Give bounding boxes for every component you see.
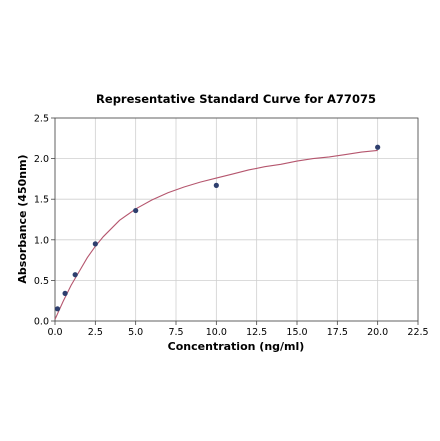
data-point bbox=[375, 144, 381, 150]
data-point bbox=[133, 207, 139, 214]
x-tick-label: 7.5 bbox=[168, 327, 183, 338]
plot-frame bbox=[54, 117, 419, 322]
y-axis-label: Absorbance (450nm) bbox=[16, 154, 29, 283]
data-points bbox=[54, 144, 381, 312]
y-axis-ticks: 0.0 0.5 1.0 1.5 2.0 2.5 bbox=[34, 114, 55, 328]
y-tick-label: 0.0 bbox=[34, 317, 49, 328]
data-point bbox=[213, 182, 219, 188]
y-tick-label: 2.5 bbox=[34, 114, 49, 125]
grid-lines bbox=[54, 117, 419, 322]
y-tick-label: 2.0 bbox=[34, 154, 49, 165]
y-tick-label: 1.0 bbox=[34, 235, 49, 246]
x-tick-label: 22.5 bbox=[407, 327, 428, 338]
x-tick-label: 12.5 bbox=[246, 327, 267, 338]
x-axis-label: Concentration (ng/ml) bbox=[168, 340, 305, 353]
fit-curve bbox=[54, 149, 378, 320]
x-tick-label: 17.5 bbox=[327, 327, 348, 338]
x-tick-label: 10.0 bbox=[206, 327, 227, 338]
x-tick-label: 0.0 bbox=[47, 327, 62, 338]
x-tick-label: 15.0 bbox=[286, 327, 307, 338]
y-tick-label: 0.5 bbox=[34, 276, 49, 287]
x-tick-label: 5.0 bbox=[128, 327, 143, 338]
x-tick-label: 20.0 bbox=[367, 327, 388, 338]
data-point bbox=[72, 272, 78, 278]
data-point bbox=[54, 306, 61, 312]
x-tick-label: 2.5 bbox=[88, 327, 103, 338]
chart-title: Representative Standard Curve for A77075 bbox=[96, 92, 376, 106]
x-axis-ticks: 0.0 2.5 5.0 7.5 10.0 12.5 15.0 17.5 20.0 22.5 bbox=[47, 321, 429, 338]
data-point bbox=[92, 241, 98, 247]
y-tick-label: 1.5 bbox=[34, 195, 49, 206]
data-point bbox=[62, 290, 68, 296]
